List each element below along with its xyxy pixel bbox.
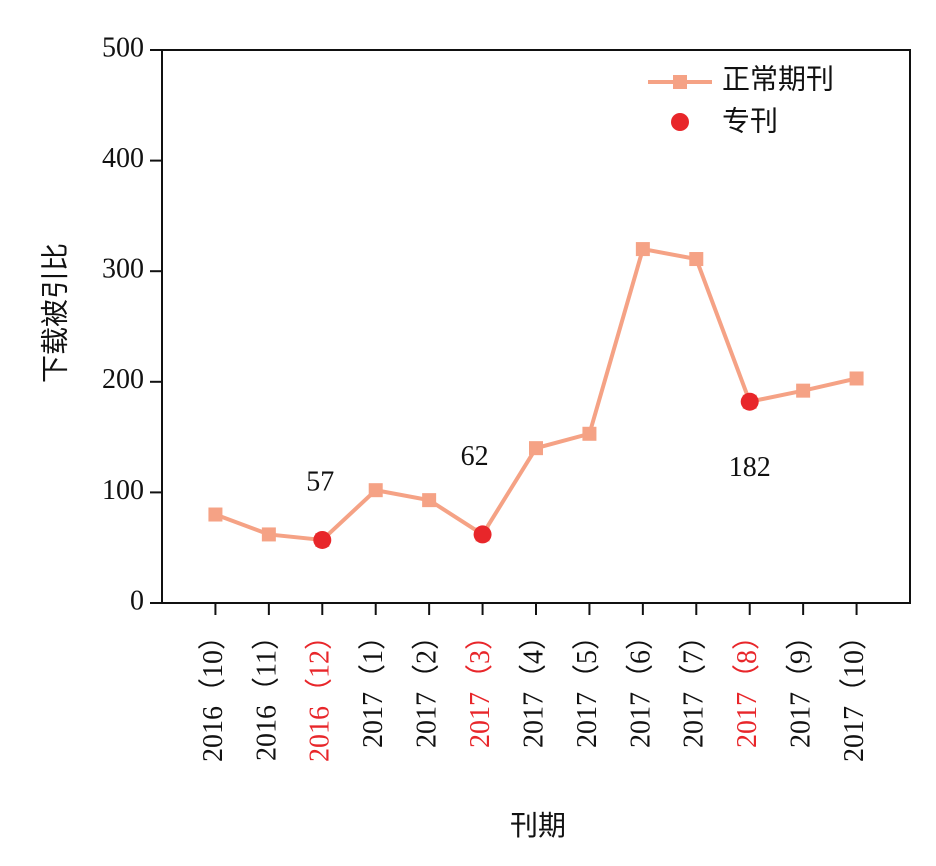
y-tick-label: 200 <box>102 364 144 395</box>
legend-label: 正常期刊 <box>722 63 834 95</box>
x-axis-label: 刊期 <box>510 810 566 842</box>
y-axis-label: 下载被引比 <box>39 243 71 383</box>
special-point <box>740 392 759 411</box>
plot-frame <box>161 49 911 604</box>
x-tick-label: 2016（10） <box>197 622 229 762</box>
x-tick-label: 2017（10） <box>838 622 870 762</box>
x-tick-label: 2016（12） <box>304 622 336 762</box>
x-tick-label: 2017（2） <box>411 622 443 748</box>
x-tick-label: 2017（9） <box>785 622 817 748</box>
marker <box>208 507 223 522</box>
marker <box>796 383 811 398</box>
marker <box>368 483 383 498</box>
marker <box>261 527 276 542</box>
marker <box>849 371 864 386</box>
marker <box>689 252 704 267</box>
x-tick-label: 2017（7） <box>678 622 710 748</box>
y-tick-label: 0 <box>130 585 144 616</box>
data-label: 57 <box>306 466 334 497</box>
special-point <box>313 530 332 549</box>
data-label: 62 <box>461 441 489 472</box>
x-tick-label: 2017（5） <box>571 622 603 748</box>
y-tick-label: 100 <box>102 475 144 506</box>
legend-marker <box>673 75 687 89</box>
x-tick-label: 2017（4） <box>517 622 549 748</box>
marker <box>529 441 543 456</box>
y-tick-label: 500 <box>102 32 144 63</box>
x-tick-label: 2017（3） <box>464 622 496 748</box>
marker <box>582 426 597 441</box>
legend-marker <box>671 113 689 131</box>
y-tick-label: 400 <box>102 143 144 174</box>
x-tick-label: 2017（1） <box>357 622 389 748</box>
x-tick-label: 2017（6） <box>624 622 656 748</box>
x-tick-label: 2016（11） <box>250 622 282 761</box>
data-label: 182 <box>729 452 771 483</box>
marker <box>635 242 650 257</box>
x-tick-label: 2017（8） <box>731 622 763 748</box>
y-tick-label: 300 <box>102 254 144 285</box>
marker <box>422 493 437 508</box>
special-point <box>473 525 492 544</box>
legend-label: 专刊 <box>722 105 778 137</box>
